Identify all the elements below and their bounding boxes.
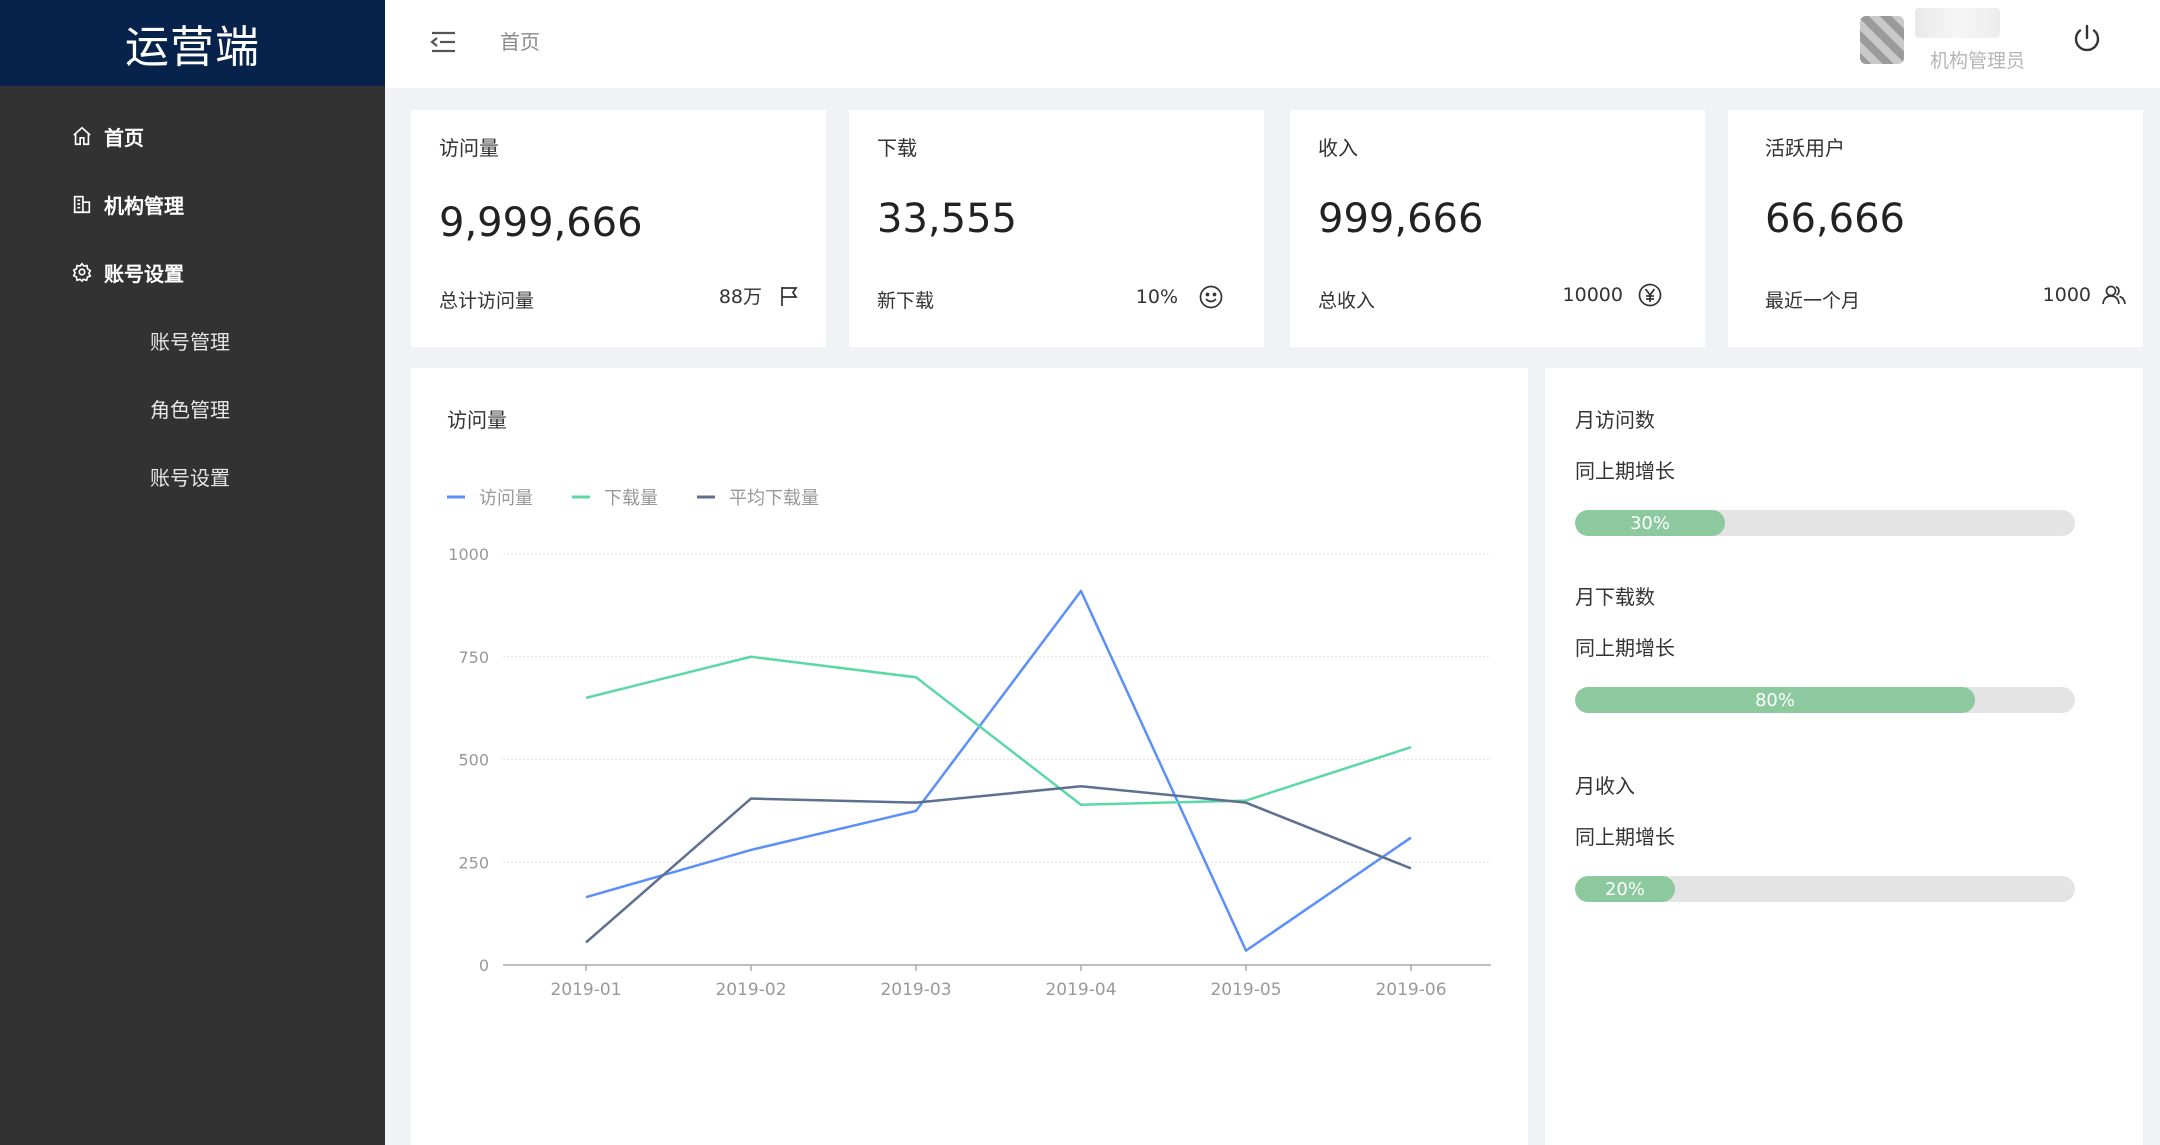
sidebar-subitem-label: 账号设置	[150, 465, 230, 490]
stat-foot-label: 总收入	[1318, 290, 1376, 312]
progress-fill: 80%	[1575, 687, 1975, 713]
sidebar-item-label: 账号设置	[104, 261, 184, 286]
smile-icon	[1199, 285, 1223, 309]
sidebar-item-label: 机构管理	[104, 193, 184, 218]
stat-value: 999,666	[1318, 196, 1484, 242]
sidebar-subitem-account-management[interactable]: 账号管理	[0, 306, 385, 374]
y-tick-label: 750	[458, 648, 489, 667]
progress-block-monthly-visits: 月访问数 同上期增长 30%	[1575, 404, 2075, 536]
progress-fill: 20%	[1575, 876, 1675, 902]
x-tick-label: 2019-03	[880, 980, 951, 1000]
logo-text: 运营端	[125, 22, 260, 73]
growth-progress-panel: 月访问数 同上期增长 30% 月下载数 同上期增长 80% 月收入 同上期增长 …	[1545, 368, 2143, 1145]
progress-fill: 30%	[1575, 510, 1725, 536]
progress-track: 30%	[1575, 510, 2075, 536]
stat-foot-value: 10%	[1135, 286, 1178, 308]
stat-foot-value: 88万	[718, 286, 762, 308]
y-tick-label: 250	[458, 853, 489, 872]
x-tick-label: 2019-05	[1210, 980, 1281, 1000]
sidebar-item-home[interactable]: 首页	[0, 102, 385, 170]
flag-icon	[781, 286, 798, 306]
sidebar-subitem-role-management[interactable]: 角色管理	[0, 374, 385, 442]
avatar[interactable]	[1860, 16, 1904, 64]
stat-foot: 88万	[719, 282, 802, 309]
sidebar-subitem-account-settings[interactable]: 账号设置	[0, 442, 385, 510]
chart-panel-title: 访问量	[447, 408, 507, 432]
stat-title: 下载	[877, 136, 917, 160]
y-tick-label: 0	[479, 956, 489, 975]
x-tick-label: 2019-01	[550, 980, 621, 1000]
stat-foot: 1000	[2043, 282, 2127, 308]
logo[interactable]: 运营端	[0, 0, 385, 86]
progress-subtitle: 同上期增长	[1575, 459, 1675, 483]
stat-foot: 10000	[1563, 282, 1663, 308]
stat-card-downloads: 下载 33,555 新下载 10%	[849, 110, 1264, 347]
x-tick-label: 2019-04	[1045, 980, 1116, 1000]
stat-title: 收入	[1318, 136, 1358, 160]
y-tick-label: 500	[458, 751, 489, 770]
stat-card-active-users: 活跃用户 66,666 最近一个月 1000	[1728, 110, 2143, 347]
username-blurred	[1915, 8, 2000, 38]
sidebar-item-org-management[interactable]: 机构管理	[0, 170, 385, 238]
y-tick-label: 1000	[448, 545, 489, 564]
sidebar-item-account-settings[interactable]: 账号设置	[0, 238, 385, 306]
stat-card-income: 收入 999,666 总收入 10000	[1290, 110, 1705, 347]
progress-title: 月收入	[1575, 774, 1635, 798]
sidebar-item-label: 首页	[104, 125, 144, 150]
stat-value: 33,555	[877, 196, 1017, 242]
progress-track: 20%	[1575, 876, 2075, 902]
stat-foot-label: 新下载	[877, 290, 935, 312]
progress-subtitle: 同上期增长	[1575, 825, 1675, 849]
legend-label: 访问量	[479, 488, 533, 509]
power-icon[interactable]	[2070, 22, 2104, 56]
x-tick-label: 2019-06	[1375, 980, 1446, 1000]
user-role[interactable]: 机构管理员	[1930, 50, 2026, 72]
stat-foot-label: 最近一个月	[1765, 290, 1861, 312]
x-tick-label: 2019-02	[715, 980, 786, 1000]
series-line	[585, 784, 1412, 944]
stat-foot-value: 10000	[1562, 284, 1623, 306]
sidebar-subitem-label: 账号管理	[150, 329, 230, 354]
series-line	[585, 589, 1412, 952]
progress-track: 80%	[1575, 687, 2075, 713]
stat-value: 66,666	[1765, 196, 1905, 242]
progress-subtitle: 同上期增长	[1575, 636, 1675, 660]
home-icon	[70, 124, 94, 148]
stat-foot-value: 1000	[2042, 284, 2091, 306]
line-chart: 访问量 下载量 平均下载量 0 250 500 750 1000 2019-01 2019-02 2…	[447, 488, 1491, 1000]
stat-title: 访问量	[439, 136, 499, 160]
gear-icon	[70, 260, 94, 284]
legend-label: 平均下载量	[729, 488, 819, 509]
visits-chart-panel: 访问量 访问量 下载量 平均下载量 0 250 500 750 1000 2019-01 2019…	[411, 368, 1528, 1145]
progress-title: 月访问数	[1575, 408, 1655, 432]
sidebar: 运营端 首页 机构管理 账号设置 账号管理 角色管理 账号设置	[0, 0, 385, 1145]
stat-card-visits: 访问量 9,999,666 总计访问量 88万	[411, 110, 826, 347]
progress-block-monthly-downloads: 月下载数 同上期增长 80%	[1575, 581, 2075, 713]
stat-foot: 10%	[1136, 284, 1224, 310]
series-line	[585, 655, 1412, 806]
users-icon	[2102, 285, 2126, 305]
stat-foot-label: 总计访问量	[439, 290, 535, 312]
building-icon	[70, 192, 94, 216]
legend-label: 下载量	[604, 488, 658, 509]
menu-fold-icon[interactable]	[427, 26, 459, 58]
sidebar-subitem-label: 角色管理	[150, 397, 230, 422]
progress-block-monthly-income: 月收入 同上期增长 20%	[1575, 770, 2075, 902]
breadcrumb[interactable]: 首页	[500, 30, 540, 54]
progress-title: 月下载数	[1575, 585, 1655, 609]
top-header: 首页 机构管理员	[385, 0, 2160, 88]
stat-title: 活跃用户	[1765, 136, 1845, 160]
stat-value: 9,999,666	[439, 200, 643, 246]
yen-icon	[1638, 283, 1662, 307]
